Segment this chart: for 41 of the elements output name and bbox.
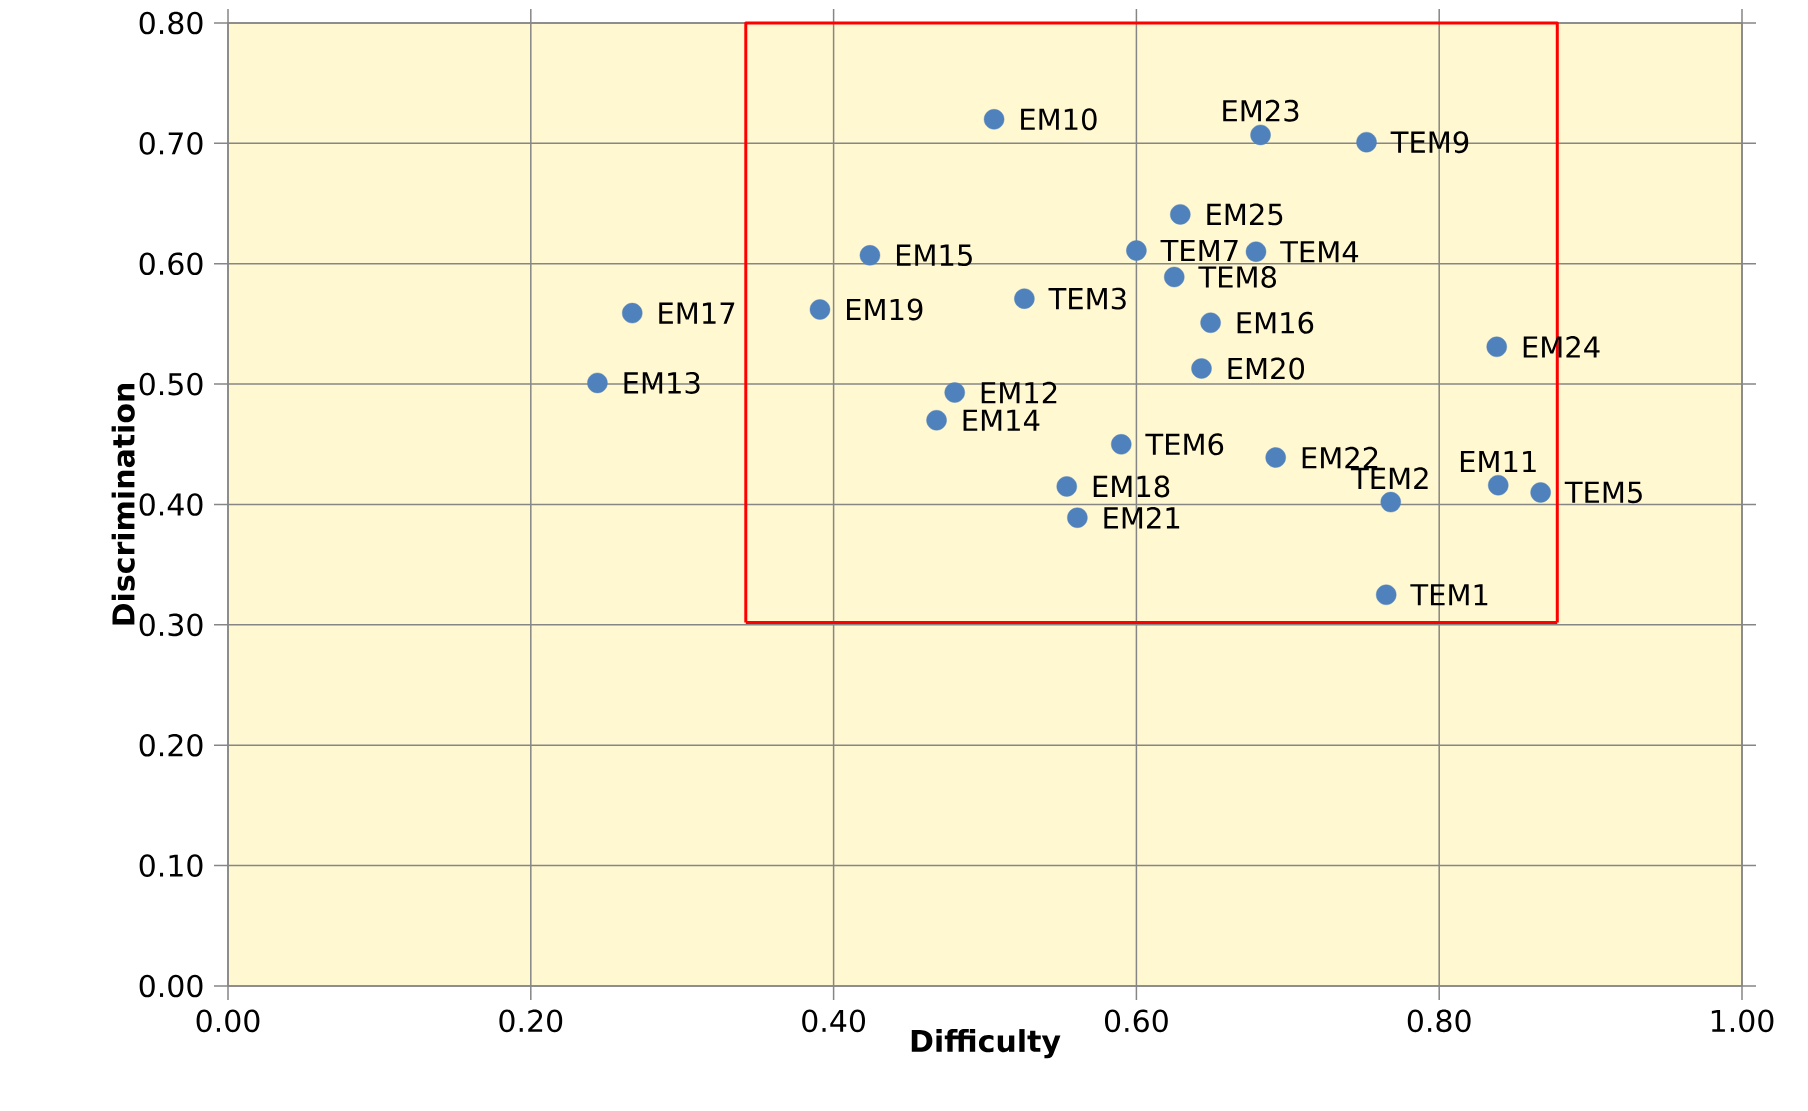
- x-tick-label: 0.80: [1407, 1009, 1471, 1033]
- y-tick-label: 0.00: [139, 974, 203, 998]
- annotation: TEM2: [1350, 467, 1428, 489]
- annotation: TEM1: [1410, 584, 1488, 606]
- y-tick-label: 0.30: [139, 613, 203, 637]
- y-tick-label: 0.50: [139, 372, 203, 396]
- x-tick-label: 0.20: [499, 1009, 563, 1033]
- annotation: EM12: [981, 381, 1057, 404]
- annotation: EM22: [1302, 446, 1378, 469]
- annotation: EM21: [1104, 506, 1180, 529]
- annotation: EM20: [1228, 357, 1305, 380]
- y-tick-label: 0.20: [139, 733, 203, 757]
- annotation: TEM5: [1564, 481, 1642, 504]
- annotation: EM19: [847, 298, 923, 321]
- x-tick-label: 0.40: [802, 1009, 865, 1033]
- annotation: TEM7: [1160, 239, 1238, 262]
- x-tick-label: 0.60: [1104, 1009, 1168, 1033]
- x-tick-label: 0.00: [196, 1009, 260, 1033]
- y-axis-title: Discrimination: [111, 384, 135, 625]
- annotation: EM11: [1460, 450, 1536, 473]
- annotation: EM18: [1093, 475, 1170, 498]
- annotation: EM10: [1021, 108, 1097, 131]
- annotation: EM16: [1237, 311, 1314, 334]
- annotation: TEM4: [1280, 241, 1359, 263]
- annotation: EM15: [896, 244, 972, 267]
- annotation: EM23: [1223, 99, 1299, 122]
- x-tick-label: 1.00: [1711, 1009, 1774, 1033]
- annotation: EM25: [1207, 203, 1283, 226]
- annotation: TEM9: [1390, 131, 1469, 154]
- x-axis-title: Difficulty: [911, 1029, 1061, 1059]
- y-tick-label: 0.70: [139, 132, 203, 155]
- y-tick-label: 0.10: [139, 854, 203, 877]
- annotation: EM13: [624, 371, 700, 394]
- annotation: TEM8: [1198, 266, 1276, 288]
- y-tick-label: 0.40: [139, 493, 203, 516]
- y-tick-label: 0.60: [139, 252, 203, 276]
- y-tick-label: 0.80: [139, 11, 203, 35]
- annotation: TEM6: [1145, 433, 1224, 456]
- annotation: EM17: [659, 302, 735, 324]
- annotation: TEM3: [1048, 287, 1126, 310]
- annotation: EM14: [963, 409, 1040, 431]
